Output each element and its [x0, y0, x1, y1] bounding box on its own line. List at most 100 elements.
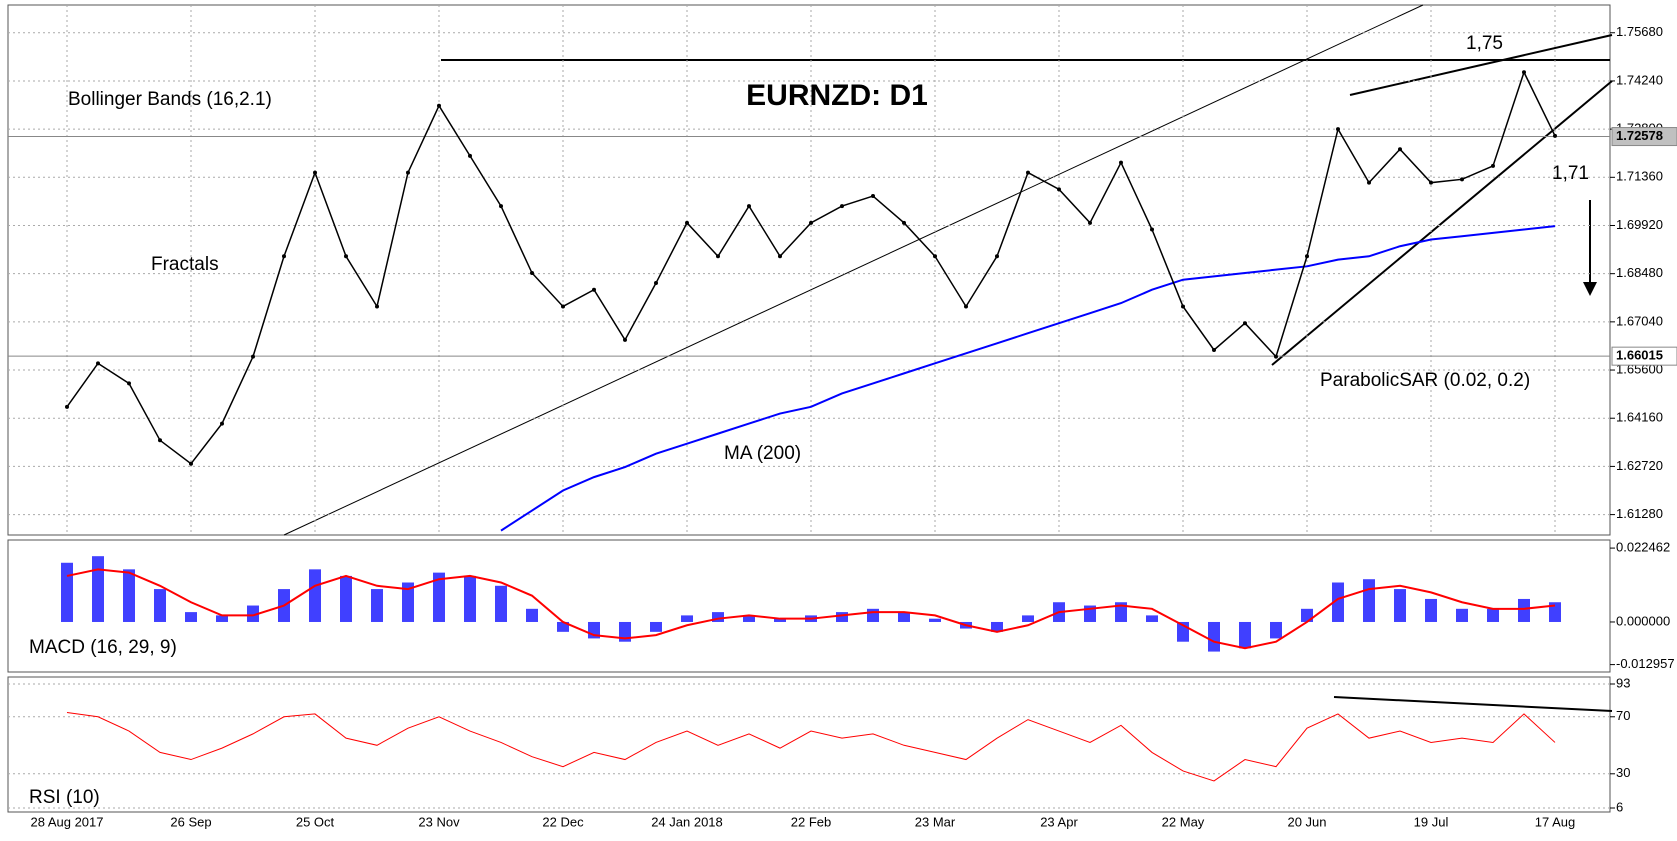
macd-bar — [92, 556, 104, 622]
macd-bar — [1456, 608, 1468, 622]
x-tick-label: 23 Nov — [418, 814, 460, 829]
annotation: 1,75 — [1466, 33, 1503, 54]
rsi-divergence-line — [1333, 696, 1613, 712]
price-point — [437, 103, 441, 108]
y-tick-label: 70 — [1616, 708, 1630, 723]
rsi-line — [66, 712, 1556, 782]
annotation: Bollinger Bands (16,2.1) — [68, 89, 272, 110]
price-point — [778, 254, 782, 259]
price-point — [561, 304, 565, 309]
price-point — [1212, 347, 1216, 352]
price-point — [282, 254, 286, 259]
price-label-bg — [1611, 346, 1677, 366]
macd-bar — [1332, 582, 1344, 622]
macd-panel — [7, 539, 1611, 673]
price-point — [809, 220, 813, 225]
macd-bar — [867, 608, 879, 622]
arrow-head — [1583, 282, 1597, 296]
price-point — [1243, 321, 1247, 326]
y-tick-label: 1.68480 — [1616, 265, 1663, 280]
price-point — [127, 381, 131, 386]
x-tick-label: 24 Jan 2018 — [651, 814, 723, 829]
annotation: MA (200) — [724, 443, 801, 464]
x-tick-label: 20 Jun — [1287, 814, 1326, 829]
price-point — [747, 204, 751, 209]
macd-bar — [557, 621, 569, 632]
x-tick-label: 28 Aug 2017 — [30, 814, 103, 829]
price-label-bg — [1611, 127, 1677, 147]
price-point — [468, 153, 472, 158]
y-tick-label: 1.67040 — [1616, 313, 1663, 328]
macd-bar — [774, 618, 786, 622]
macd-bar — [929, 618, 941, 622]
macd-bar — [1394, 589, 1406, 622]
macd-bar — [526, 608, 538, 622]
y-tick-label: 1.71360 — [1616, 169, 1663, 184]
price-point — [592, 287, 596, 292]
panel-title: RSI (10) — [29, 787, 100, 808]
price-point — [1553, 133, 1557, 138]
price-point — [158, 438, 162, 443]
price-point — [220, 421, 224, 426]
price-point — [1026, 170, 1030, 175]
macd-bar — [650, 621, 662, 632]
price-point — [251, 354, 255, 359]
price-point — [344, 254, 348, 259]
price-point — [96, 361, 100, 366]
trend-line — [283, 4, 1424, 536]
y-tick-label: 30 — [1616, 765, 1630, 780]
macd-bar — [1115, 602, 1127, 622]
price-label: 1.66015 — [1616, 348, 1663, 363]
price-point — [902, 220, 906, 225]
y-tick-label: 1.75680 — [1616, 24, 1663, 39]
x-tick-label: 23 Apr — [1040, 814, 1078, 829]
macd-bar — [247, 605, 259, 622]
price-point — [1460, 177, 1464, 182]
price-label: 1.72578 — [1616, 128, 1663, 143]
macd-bar — [154, 589, 166, 622]
price-point — [840, 204, 844, 209]
macd-bar — [309, 569, 321, 622]
macd-bar — [216, 615, 228, 622]
annotation: 1,71 — [1552, 163, 1589, 184]
price-point — [871, 194, 875, 199]
price-point — [1088, 220, 1092, 225]
price-point — [1398, 147, 1402, 152]
macd-bar — [123, 569, 135, 622]
price-point — [1274, 354, 1278, 359]
macd-bar — [61, 562, 73, 622]
support-line — [1271, 80, 1613, 366]
macd-bar — [898, 612, 910, 622]
y-tick-label: 93 — [1616, 675, 1630, 690]
x-tick-label: 19 Jul — [1414, 814, 1449, 829]
x-tick-label: 17 Aug — [1535, 814, 1576, 829]
macd-bar — [619, 621, 631, 642]
x-tick-label: 25 Oct — [296, 814, 335, 829]
macd-bar — [681, 615, 693, 622]
chart-title: EURNZD: D1 — [746, 79, 928, 112]
y-tick-label: 1.62720 — [1616, 458, 1663, 473]
price-point — [964, 304, 968, 309]
price-point — [933, 254, 937, 259]
macd-bar — [1425, 598, 1437, 622]
macd-bar — [836, 612, 848, 622]
price-point — [1305, 254, 1309, 259]
price-point — [1119, 160, 1123, 165]
macd-bar — [464, 575, 476, 622]
x-tick-label: 26 Sep — [170, 814, 211, 829]
macd-bar — [433, 572, 445, 622]
price-point — [716, 254, 720, 259]
moving-average — [500, 225, 1556, 532]
macd-bar — [1549, 602, 1561, 622]
price-point — [685, 220, 689, 225]
macd-bar — [1208, 621, 1220, 652]
x-tick-label: 22 Feb — [791, 814, 831, 829]
price-point — [1367, 180, 1371, 185]
y-tick-label: -0.012957 — [1616, 656, 1675, 671]
price-point — [530, 271, 534, 276]
price-point — [1181, 304, 1185, 309]
macd-bar — [1363, 579, 1375, 622]
price-point — [499, 204, 503, 209]
